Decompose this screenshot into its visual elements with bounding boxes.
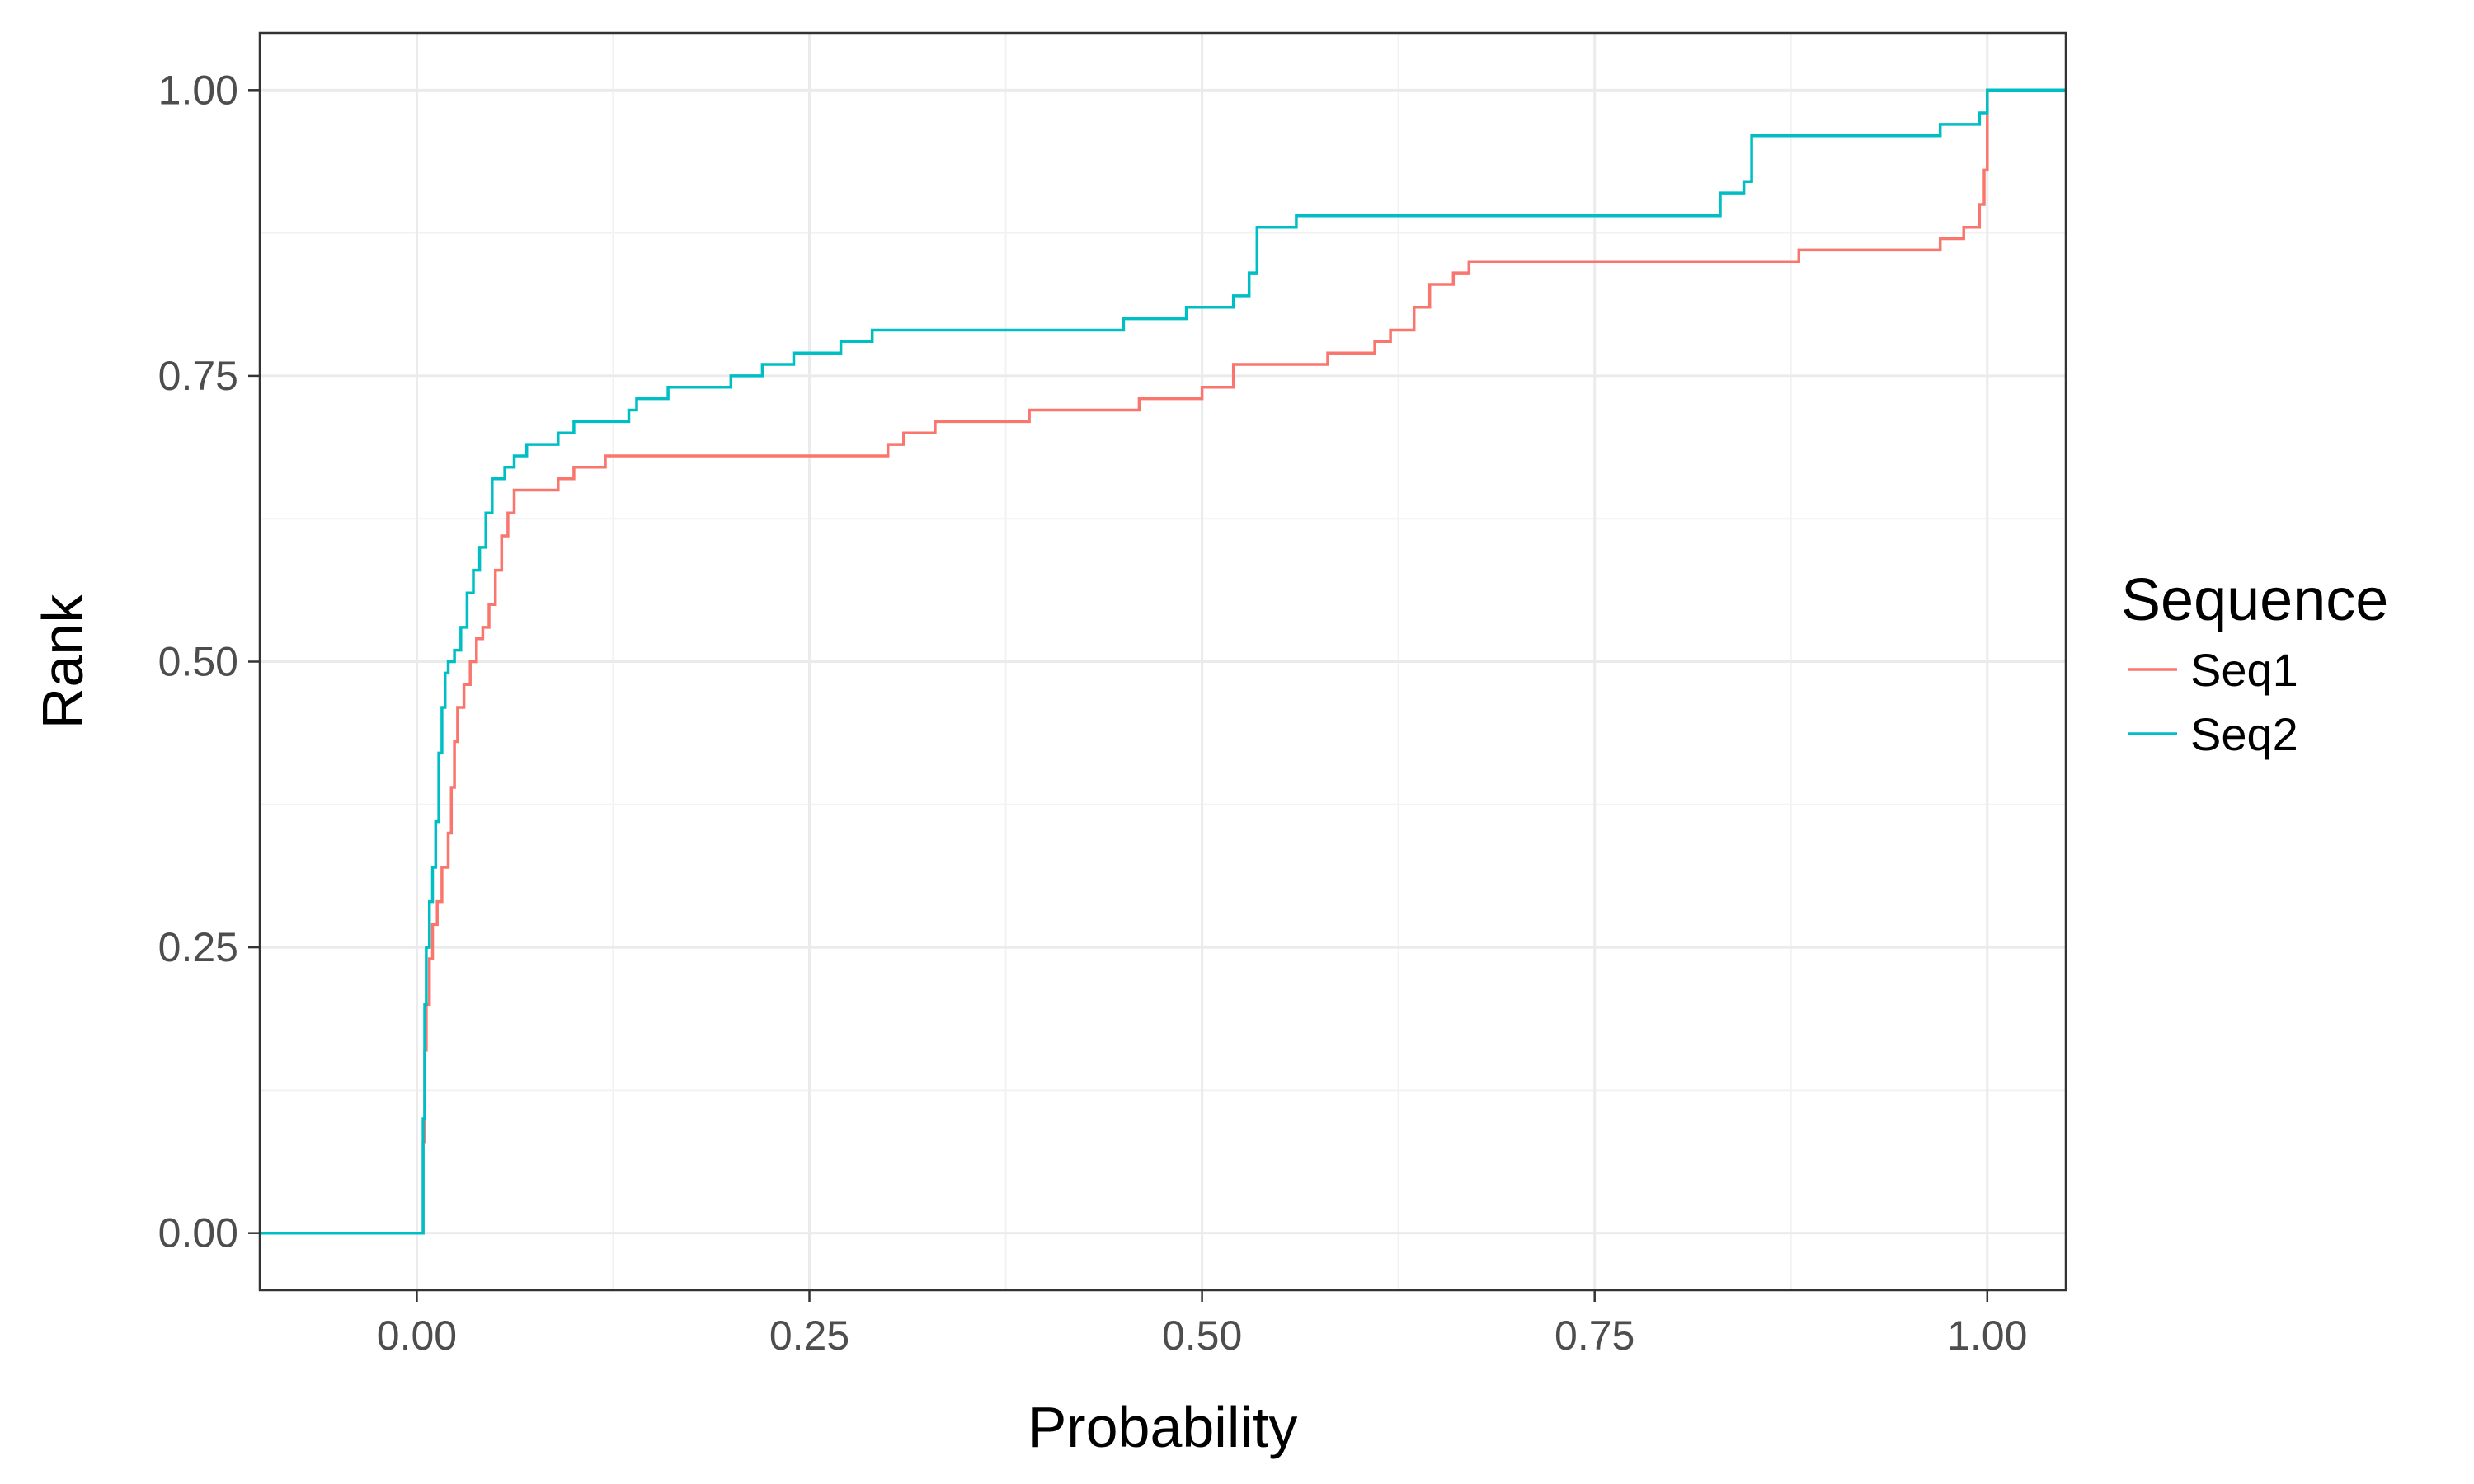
x-tick-label: 0.25 [769, 1313, 849, 1359]
y-tick-label: 0.50 [158, 639, 238, 685]
series-line-seq1 [260, 88, 2066, 1235]
legend: Sequence Seq1 Seq2 [2121, 567, 2388, 760]
x-tick-label: 0.00 [377, 1313, 457, 1359]
y-tick-label: 0.75 [158, 353, 238, 399]
y-tick-label: 1.00 [158, 67, 238, 113]
legend-title: Sequence [2121, 567, 2388, 633]
series-line-seq2 [260, 88, 2066, 1235]
legend-label-seq1: Seq1 [2190, 644, 2298, 696]
x-axis-title: Probability [1028, 1395, 1298, 1459]
panel [258, 31, 2067, 1292]
y-axis-title: Rank [31, 594, 95, 729]
series-layer [260, 88, 2066, 1235]
x-axis-ticks: 0.00 0.25 0.50 0.75 1.00 [377, 1290, 2027, 1359]
y-axis-ticks: 0.00 0.25 0.50 0.75 1.00 [158, 67, 260, 1256]
x-tick-label: 1.00 [1947, 1313, 2027, 1359]
x-tick-label: 0.75 [1554, 1313, 1634, 1359]
grid-major [260, 33, 2066, 1290]
y-tick-label: 0.00 [158, 1210, 238, 1256]
legend-items: Seq1 Seq2 [2128, 644, 2298, 760]
legend-label-seq2: Seq2 [2190, 708, 2298, 760]
y-tick-label: 0.25 [158, 924, 238, 970]
x-tick-label: 0.50 [1162, 1313, 1242, 1359]
